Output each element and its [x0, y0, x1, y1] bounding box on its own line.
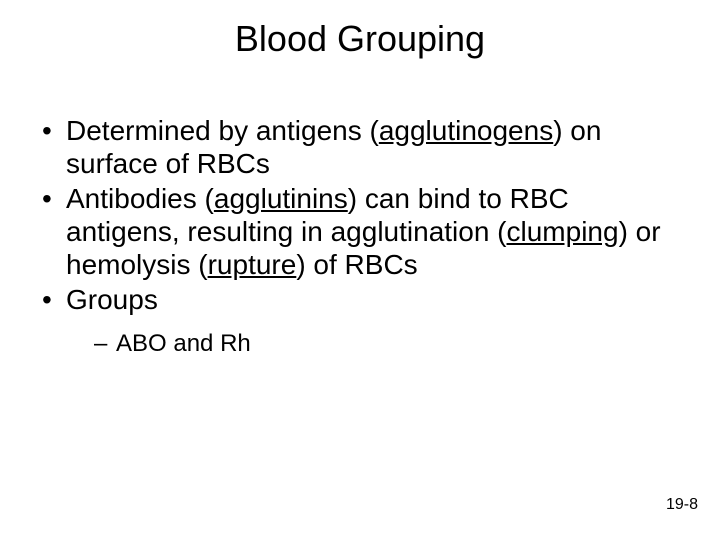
underlined-text: agglutinins: [214, 183, 348, 214]
text-run: Groups: [66, 284, 158, 315]
bullet-item: Antibodies (agglutinins) can bind to RBC…: [36, 182, 684, 281]
text-run: ) of RBCs: [296, 249, 417, 280]
bullet-item: Groups ABO and Rh: [36, 283, 684, 358]
bullet-list: Determined by antigens (agglutinogens ) o…: [36, 114, 684, 359]
underlined-text: rupture: [208, 249, 297, 280]
slide: Blood Grouping Determined by antigens (a…: [0, 0, 720, 540]
sub-bullet-item: ABO and Rh: [94, 330, 684, 358]
text-run: Antibodies (: [66, 183, 214, 214]
slide-title: Blood Grouping: [0, 0, 720, 70]
page-number: 19-8: [666, 496, 698, 514]
text-run: Determined by antigens (: [66, 115, 379, 146]
text-run: ABO and Rh: [116, 330, 251, 357]
slide-body: Determined by antigens (agglutinogens ) o…: [0, 70, 720, 359]
underlined-text: agglutinogens: [379, 115, 553, 146]
underlined-text: clumping: [507, 216, 619, 247]
sub-bullet-list: ABO and Rh: [66, 330, 684, 358]
bullet-item: Determined by antigens (agglutinogens) o…: [36, 114, 684, 180]
